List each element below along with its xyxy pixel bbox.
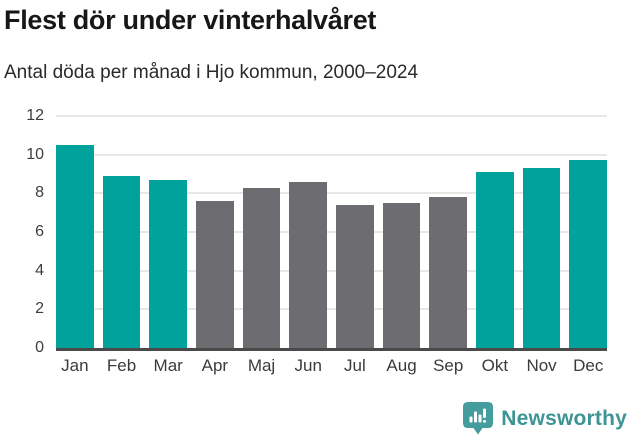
gridline xyxy=(56,115,607,117)
y-tick-label: 0 xyxy=(35,339,44,356)
bar-nov xyxy=(522,168,561,348)
newsworthy-logo-icon xyxy=(463,402,494,435)
x-tick-label: Aug xyxy=(386,356,417,375)
bars xyxy=(56,116,608,348)
y-tick-label: 12 xyxy=(26,107,44,124)
gridline xyxy=(56,231,607,233)
bar-jul xyxy=(336,204,374,348)
x-tick-label: Apr xyxy=(201,356,229,375)
y-tick-label: 10 xyxy=(26,145,44,163)
gridline xyxy=(56,269,607,272)
x-tick-label: Maj xyxy=(247,356,276,375)
chart-subtitle: Antal döda per månad i Hjo kommun, 2000–… xyxy=(4,62,419,83)
bar-mar xyxy=(149,179,188,348)
y-tick-label: 4 xyxy=(35,261,44,279)
x-tick-label: Sep xyxy=(433,356,464,375)
x-tick-label: Nov xyxy=(526,356,557,375)
bar-jun xyxy=(289,181,328,348)
gridlines xyxy=(56,115,607,348)
bar-maj xyxy=(242,187,281,348)
x-axis-labels: Jan Feb Mar Apr Maj Jun Jul Aug Sep Okt Nov Dec xyxy=(56,356,607,376)
y-tick-label: 8 xyxy=(35,184,44,202)
brand-name: Newsworthy xyxy=(501,406,627,430)
x-tick-label: Mar xyxy=(153,356,183,375)
x-tick-label: Jun xyxy=(294,356,322,375)
y-tick-label: 2 xyxy=(35,300,44,318)
bar-apr xyxy=(196,201,234,348)
gridline xyxy=(56,153,607,156)
bar-okt xyxy=(476,172,514,348)
x-tick-label: Feb xyxy=(106,356,137,375)
x-tick-label: Dec xyxy=(573,356,604,375)
newsworthy-brand-link[interactable]: Newsworthy xyxy=(463,402,627,435)
chart-title: Flest dör under vinterhalvåret xyxy=(4,5,377,35)
bar-sep xyxy=(429,197,468,348)
bar-aug xyxy=(382,203,421,348)
y-tick-label: 6 xyxy=(35,223,44,240)
x-tick-label: Jul xyxy=(344,356,366,375)
x-tick-label: Okt xyxy=(481,356,509,375)
plot-area xyxy=(56,115,608,351)
y-axis: 0 2 4 6 8 10 12 xyxy=(0,108,44,356)
bar-feb xyxy=(102,175,141,348)
bar-jan xyxy=(56,145,94,348)
x-tick-label: Jan xyxy=(61,356,89,375)
bar-dec xyxy=(569,160,608,348)
gridline xyxy=(56,308,607,311)
gridline xyxy=(56,192,607,195)
